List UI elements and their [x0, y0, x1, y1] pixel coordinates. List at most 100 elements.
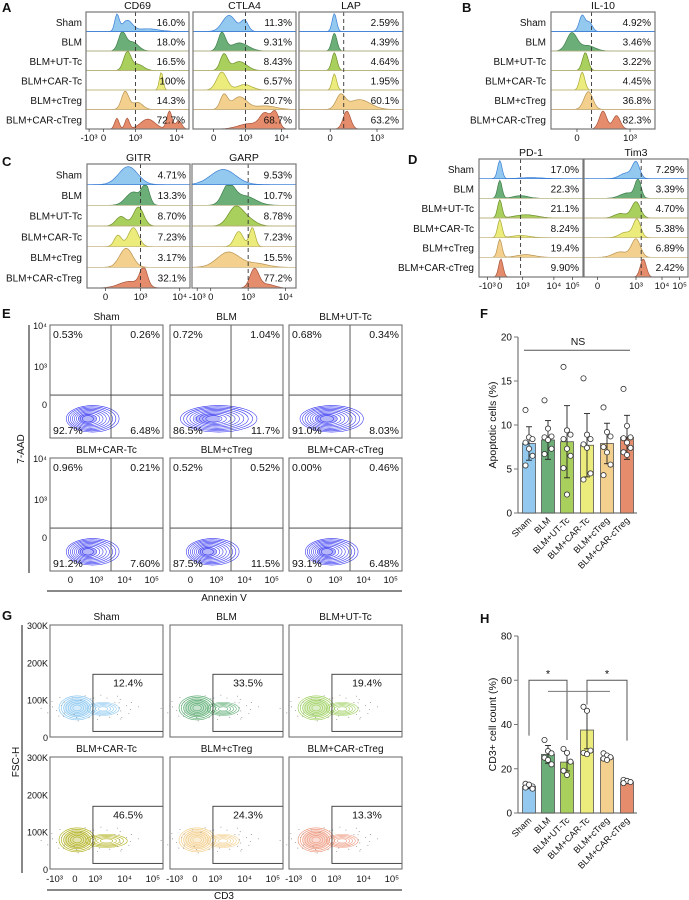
group-label-blm-ut-tc: BLM+UT-Tc	[29, 212, 82, 223]
histogram-title: GARP	[229, 152, 259, 164]
contour-line	[99, 838, 114, 844]
y-axis-label: FSC-H	[11, 747, 22, 778]
contour-line	[218, 706, 229, 712]
event-dot	[197, 720, 199, 722]
data-point	[526, 445, 533, 452]
contour-line	[89, 703, 117, 715]
data-point	[584, 431, 591, 438]
event-dot	[356, 845, 358, 847]
event-dot	[310, 829, 312, 831]
event-dot	[248, 713, 250, 714]
event-dot	[73, 714, 75, 715]
plot-title: Sham	[93, 312, 119, 323]
contour-line	[66, 538, 120, 566]
event-dot	[114, 702, 116, 704]
contour-line	[65, 700, 89, 716]
data-point	[567, 452, 574, 459]
event-dot	[183, 844, 185, 846]
event-dot	[348, 848, 350, 850]
histogram-cd69: CD69 16.0% 18.0% 16.5% 100% 14.3% 72.7% -10³ 0 10…	[81, 0, 190, 144]
y-tick-label: 20	[501, 764, 513, 775]
event-dot	[329, 830, 331, 832]
percent-value: 5.38%	[656, 224, 684, 235]
event-dot	[129, 840, 131, 842]
tick-label: 10⁴	[172, 292, 187, 303]
plot-title: BLM+CAR-cTreg	[307, 744, 383, 755]
quadrant-lower-right: 6.48%	[130, 425, 160, 437]
histogram-frame	[298, 11, 404, 130]
tick-label: 0	[328, 133, 333, 144]
category-label: Sham	[510, 515, 534, 539]
data-point	[587, 436, 594, 443]
event-dot	[339, 694, 341, 696]
histogram-frame	[550, 11, 656, 130]
event-dot	[121, 849, 123, 851]
quadrant-upper-right: 0.34%	[369, 329, 399, 341]
event-dot	[183, 715, 184, 717]
contour-line	[334, 837, 351, 845]
group-label-blm-car-tc: BLM+CAR-Tc	[485, 76, 546, 87]
event-dot	[117, 827, 119, 829]
gating-plot-sham: Sham 12.4% 300K 200K 100K 0	[27, 612, 164, 743]
x-tick-label: 10⁴	[117, 874, 132, 885]
percent-value: 8.78%	[264, 212, 292, 223]
data-point	[545, 436, 552, 443]
group-label-sham: Sham	[56, 18, 82, 29]
group-label-blm-car-ctreg: BLM+CAR-cTreg	[470, 115, 546, 126]
event-dot	[286, 844, 288, 846]
event-dot	[297, 847, 299, 849]
event-dot	[302, 844, 304, 846]
percent-value: 20.7%	[264, 96, 292, 107]
contour-line	[96, 837, 117, 845]
event-dot	[312, 714, 314, 715]
data-point	[567, 431, 574, 438]
percent-value: 11.3%	[264, 18, 292, 29]
event-dot	[100, 694, 102, 696]
event-dot	[258, 706, 259, 708]
data-point	[587, 470, 594, 477]
quadrant-upper-right: 1.04%	[250, 329, 280, 341]
tick-label: -10³	[189, 292, 206, 303]
event-dot	[237, 845, 239, 847]
event-dot	[126, 705, 128, 707]
contour-line	[74, 543, 107, 561]
event-dot	[359, 842, 361, 844]
event-dot	[93, 829, 95, 831]
histogram-title: Tim3	[625, 147, 648, 159]
contour-line	[192, 410, 240, 428]
histogram-title: IL-10	[591, 0, 615, 12]
event-dot	[369, 834, 371, 836]
gating-plot-blm-ctreg: BLM+cTreg 24.3% -10³ 0 10³ 10⁴ 10⁵	[160, 744, 284, 885]
event-dot	[240, 710, 242, 712]
event-dot	[90, 698, 92, 700]
event-dot	[365, 705, 367, 707]
contour-line	[334, 705, 351, 713]
percent-value: 14.3%	[157, 96, 185, 107]
contour-line	[311, 542, 349, 562]
y-tick-label: 0	[43, 865, 48, 875]
event-dot	[117, 845, 119, 847]
contour-line	[183, 406, 253, 432]
contour-line	[206, 834, 240, 848]
event-dot	[210, 698, 212, 700]
contour-line	[325, 834, 359, 848]
group-label-blm-car-tc: BLM+CAR-Tc	[21, 76, 82, 87]
percent-value: 3.39%	[656, 185, 684, 196]
contour-line	[74, 410, 107, 428]
gate-percent: 33.5%	[233, 677, 263, 689]
event-dot	[368, 708, 370, 710]
contour-line	[78, 412, 101, 425]
data-point	[627, 779, 634, 786]
data-point	[567, 758, 574, 765]
contour-line	[192, 704, 202, 712]
contour-line	[185, 832, 209, 848]
contour-line	[187, 701, 207, 715]
data-point	[624, 439, 631, 446]
quadrant-lower-left: 92.7%	[53, 425, 83, 437]
y-tick-label: 60	[501, 676, 513, 687]
contour-line	[85, 834, 128, 848]
percent-value: 8.43%	[264, 57, 292, 68]
y-tick-label: 80	[501, 632, 513, 643]
percent-value: 36.8%	[623, 96, 651, 107]
